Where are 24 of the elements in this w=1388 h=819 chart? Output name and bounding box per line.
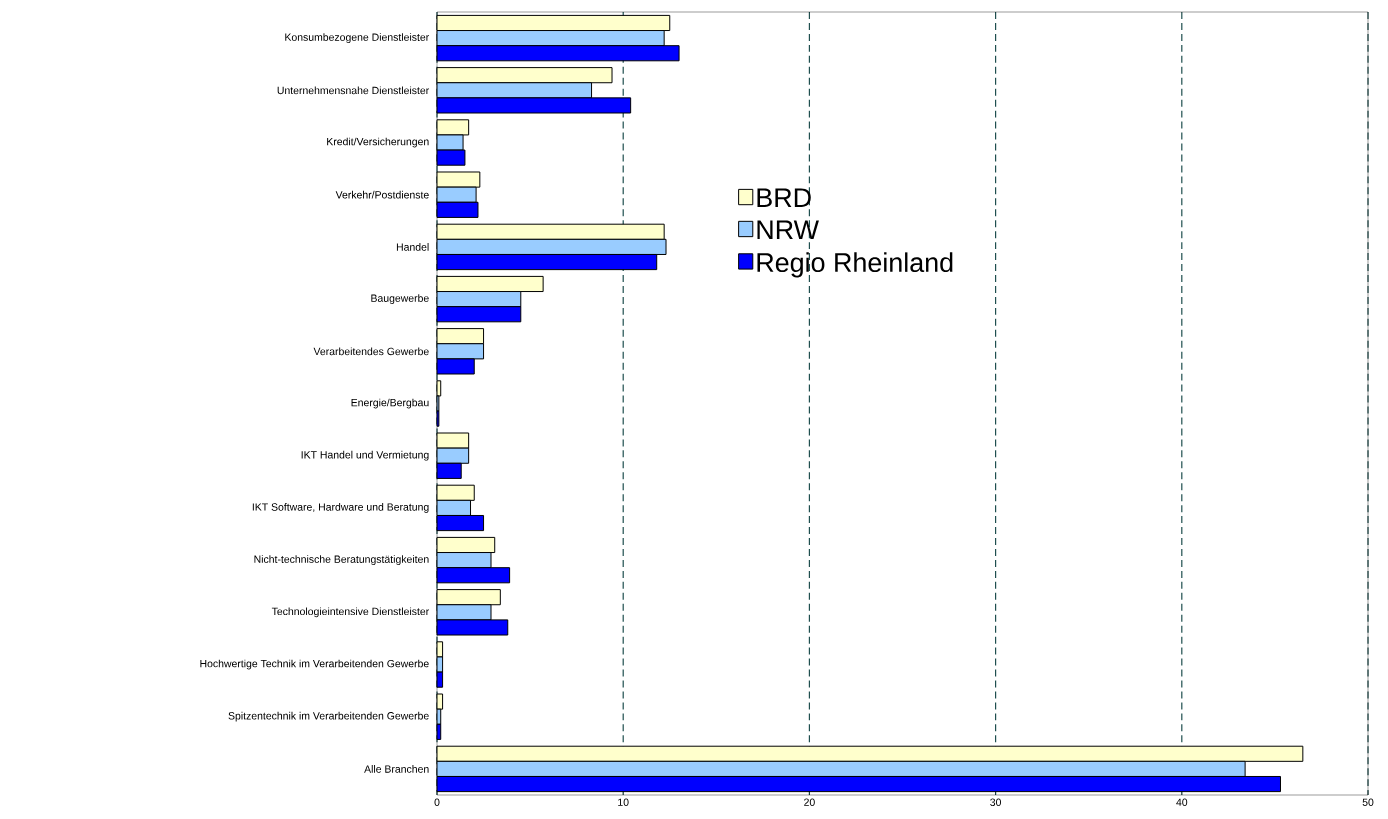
y-tick-label: Energie/Bergbau xyxy=(351,398,429,409)
y-tick-label: Hochwertige Technik im Verarbeitenden Gewerbe xyxy=(200,659,429,670)
y-tick-label: Kredit/Versicherungen xyxy=(327,137,429,148)
legend-label: Regio Rheinland xyxy=(757,252,953,278)
y-tick-label: Nicht-technische Beratungstätigkeiten xyxy=(254,555,429,565)
y-tick-label: Spitzentechnik im Verarbeitenden Gewerbe xyxy=(228,711,429,722)
y-tick-label: Verarbeitendes Gewerbe xyxy=(313,347,429,356)
y-tick-label: IKT Software, Hardware und Beratung xyxy=(252,503,429,513)
y-tick-label: IKT Handel und Vermietung xyxy=(301,450,429,461)
legend-label: NRW xyxy=(757,220,819,239)
y-tick-label: Unternehmensnahe Dienstleister xyxy=(277,86,430,95)
x-tick-label: 0 xyxy=(434,798,440,806)
x-tick-label: 50 xyxy=(1362,798,1374,806)
y-tick-label: Konsumbezogene Dienstleister xyxy=(285,33,430,43)
y-tick-label: Alle Branchen xyxy=(364,765,429,773)
x-tick-label: 40 xyxy=(1176,798,1188,806)
legend-label: BRD xyxy=(757,188,811,207)
y-tick-label: Verkehr/Postdienste xyxy=(335,190,429,199)
y-tick-label: Technologieintensive Dienstleister xyxy=(271,607,430,618)
x-tick-label: 20 xyxy=(804,798,815,806)
x-tick-label: 10 xyxy=(618,798,629,806)
y-tick-label: Baugewerbe xyxy=(371,294,429,304)
y-tick-label: Handel xyxy=(396,243,429,251)
x-tick-label: 30 xyxy=(990,798,1002,806)
